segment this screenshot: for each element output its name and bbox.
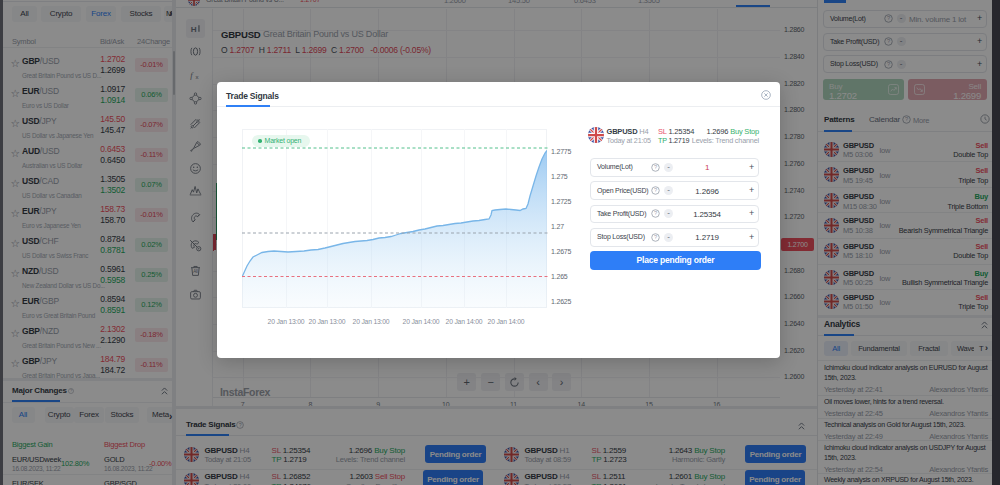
svg-text:?: ?: [653, 164, 657, 170]
svg-text:?: ?: [653, 234, 657, 240]
svg-text:?: ?: [653, 187, 657, 193]
svg-text:?: ?: [653, 211, 657, 217]
